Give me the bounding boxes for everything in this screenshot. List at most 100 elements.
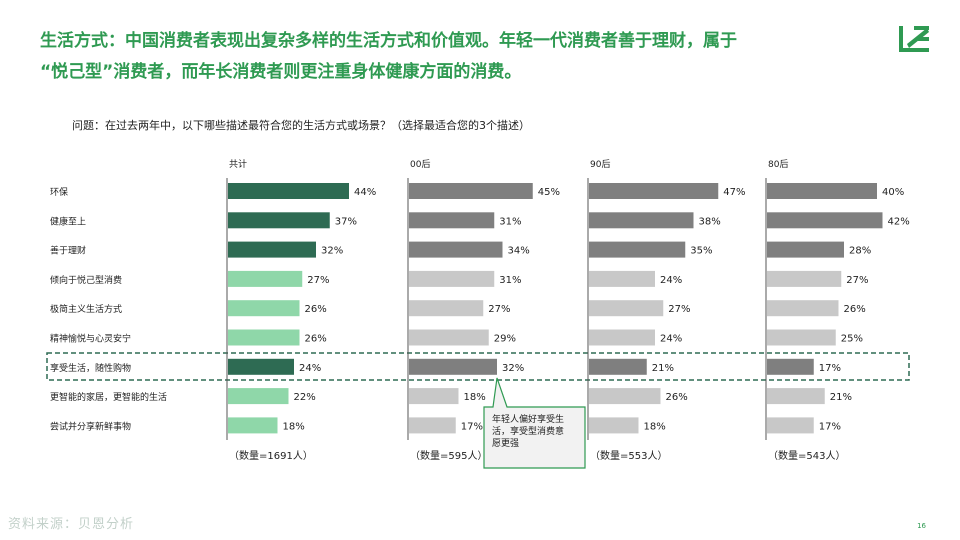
bar xyxy=(228,300,300,317)
value-label: 24% xyxy=(299,363,321,374)
title-line-2: “悦己型”消费者，而年长消费者则更注重身体健康方面的消费。 xyxy=(40,62,522,82)
slide-title: 生活方式：中国消费者表现出复杂多样的生活方式和价值观。年轻一代消费者善于理财，属… xyxy=(40,26,840,88)
bar xyxy=(589,241,686,258)
category-label: 极简主义生活方式 xyxy=(50,303,122,315)
bar xyxy=(228,388,289,405)
bar xyxy=(767,241,844,258)
bar xyxy=(409,388,459,405)
value-label: 27% xyxy=(307,275,329,286)
value-label: 34% xyxy=(508,246,530,257)
category-label: 善于理财 xyxy=(50,245,86,257)
survey-question: 问题：在过去两年中，以下哪些描述最符合您的生活方式或场景？（选择最适合您的3个描… xyxy=(72,119,530,132)
value-label: 40% xyxy=(882,187,904,198)
value-label: 18% xyxy=(644,421,666,432)
value-label: 31% xyxy=(499,275,521,286)
bar xyxy=(228,329,300,346)
bar xyxy=(409,270,495,287)
value-label: 44% xyxy=(354,187,376,198)
bar xyxy=(228,183,349,199)
brand-logo-icon xyxy=(899,26,929,52)
panel-title: 共计 xyxy=(229,158,247,170)
highlight-row-box xyxy=(46,352,910,381)
value-label: 32% xyxy=(321,246,343,257)
bar xyxy=(409,358,497,375)
category-label: 享受生活，随性购物 xyxy=(50,362,131,374)
value-label: 17% xyxy=(819,363,841,374)
title-line-1: 生活方式：中国消费者表现出复杂多样的生活方式和价值观。年轻一代消费者善于理财，属… xyxy=(40,31,737,51)
bar xyxy=(589,270,655,287)
value-label: 27% xyxy=(488,304,510,315)
bar xyxy=(767,270,842,287)
bar xyxy=(409,241,503,258)
value-label: 26% xyxy=(305,334,327,345)
bar xyxy=(589,358,647,375)
panel-title: 00后 xyxy=(410,159,430,170)
value-label: 35% xyxy=(690,246,712,257)
value-label: 32% xyxy=(502,363,524,374)
value-label: 17% xyxy=(819,421,841,432)
bar xyxy=(409,417,456,434)
bar xyxy=(228,212,330,229)
category-label: 精神愉悦与心灵安宁 xyxy=(50,333,131,345)
bar xyxy=(228,241,316,258)
value-label: 47% xyxy=(723,187,745,198)
bar xyxy=(409,212,495,229)
bar xyxy=(767,329,836,346)
value-label: 37% xyxy=(335,216,357,227)
value-label: 27% xyxy=(668,304,690,315)
value-label: 22% xyxy=(294,392,316,403)
bar xyxy=(409,329,489,346)
value-label: 24% xyxy=(660,275,682,286)
value-label: 18% xyxy=(283,421,305,432)
value-label: 26% xyxy=(844,304,866,315)
value-label: 21% xyxy=(652,363,674,374)
sample-size-label: （数量=553人） xyxy=(590,449,667,462)
category-label: 更智能的家居，更智能的生活 xyxy=(50,391,167,403)
value-label: 27% xyxy=(846,275,868,286)
value-label: 24% xyxy=(660,334,682,345)
bar xyxy=(589,183,719,199)
bar xyxy=(228,270,303,287)
bar xyxy=(767,417,814,434)
value-label: 38% xyxy=(699,216,721,227)
bar xyxy=(228,358,294,375)
value-label: 29% xyxy=(494,334,516,345)
bar xyxy=(228,417,278,434)
value-label: 17% xyxy=(461,421,483,432)
value-label: 18% xyxy=(464,392,486,403)
callout-text: 年轻人偏好享受生 xyxy=(492,413,564,425)
value-label: 28% xyxy=(849,246,871,257)
bar xyxy=(767,183,877,199)
bar xyxy=(589,300,664,317)
value-label: 45% xyxy=(538,187,560,198)
bar xyxy=(767,388,825,405)
bar xyxy=(409,300,484,317)
panel-title: 80后 xyxy=(768,159,788,170)
panel-title: 90后 xyxy=(590,159,610,170)
value-label: 42% xyxy=(888,216,910,227)
sample-size-label: （数量=1691人） xyxy=(229,449,313,462)
bar xyxy=(589,417,639,434)
value-label: 21% xyxy=(830,392,852,403)
category-label: 健康至上 xyxy=(50,215,86,227)
source-watermark: 资料来源：贝恩分析 xyxy=(8,517,135,532)
bar xyxy=(409,183,533,199)
bar xyxy=(589,329,655,346)
callout-box xyxy=(483,377,586,469)
sample-size-label: （数量=595人） xyxy=(410,449,487,462)
bar xyxy=(767,300,839,317)
bar xyxy=(589,212,694,229)
value-label: 26% xyxy=(666,392,688,403)
value-label: 31% xyxy=(499,216,521,227)
bar xyxy=(589,388,661,405)
value-label: 26% xyxy=(305,304,327,315)
sample-size-label: （数量=543人） xyxy=(768,449,845,462)
callout-text: 愿更强 xyxy=(492,438,519,449)
category-label: 环保 xyxy=(50,186,68,198)
category-label: 尝试并分享新鲜事物 xyxy=(50,420,131,432)
bar xyxy=(767,212,883,229)
value-label: 25% xyxy=(841,334,863,345)
bar xyxy=(767,358,814,375)
callout-text: 活，享受型消费意 xyxy=(492,425,564,437)
